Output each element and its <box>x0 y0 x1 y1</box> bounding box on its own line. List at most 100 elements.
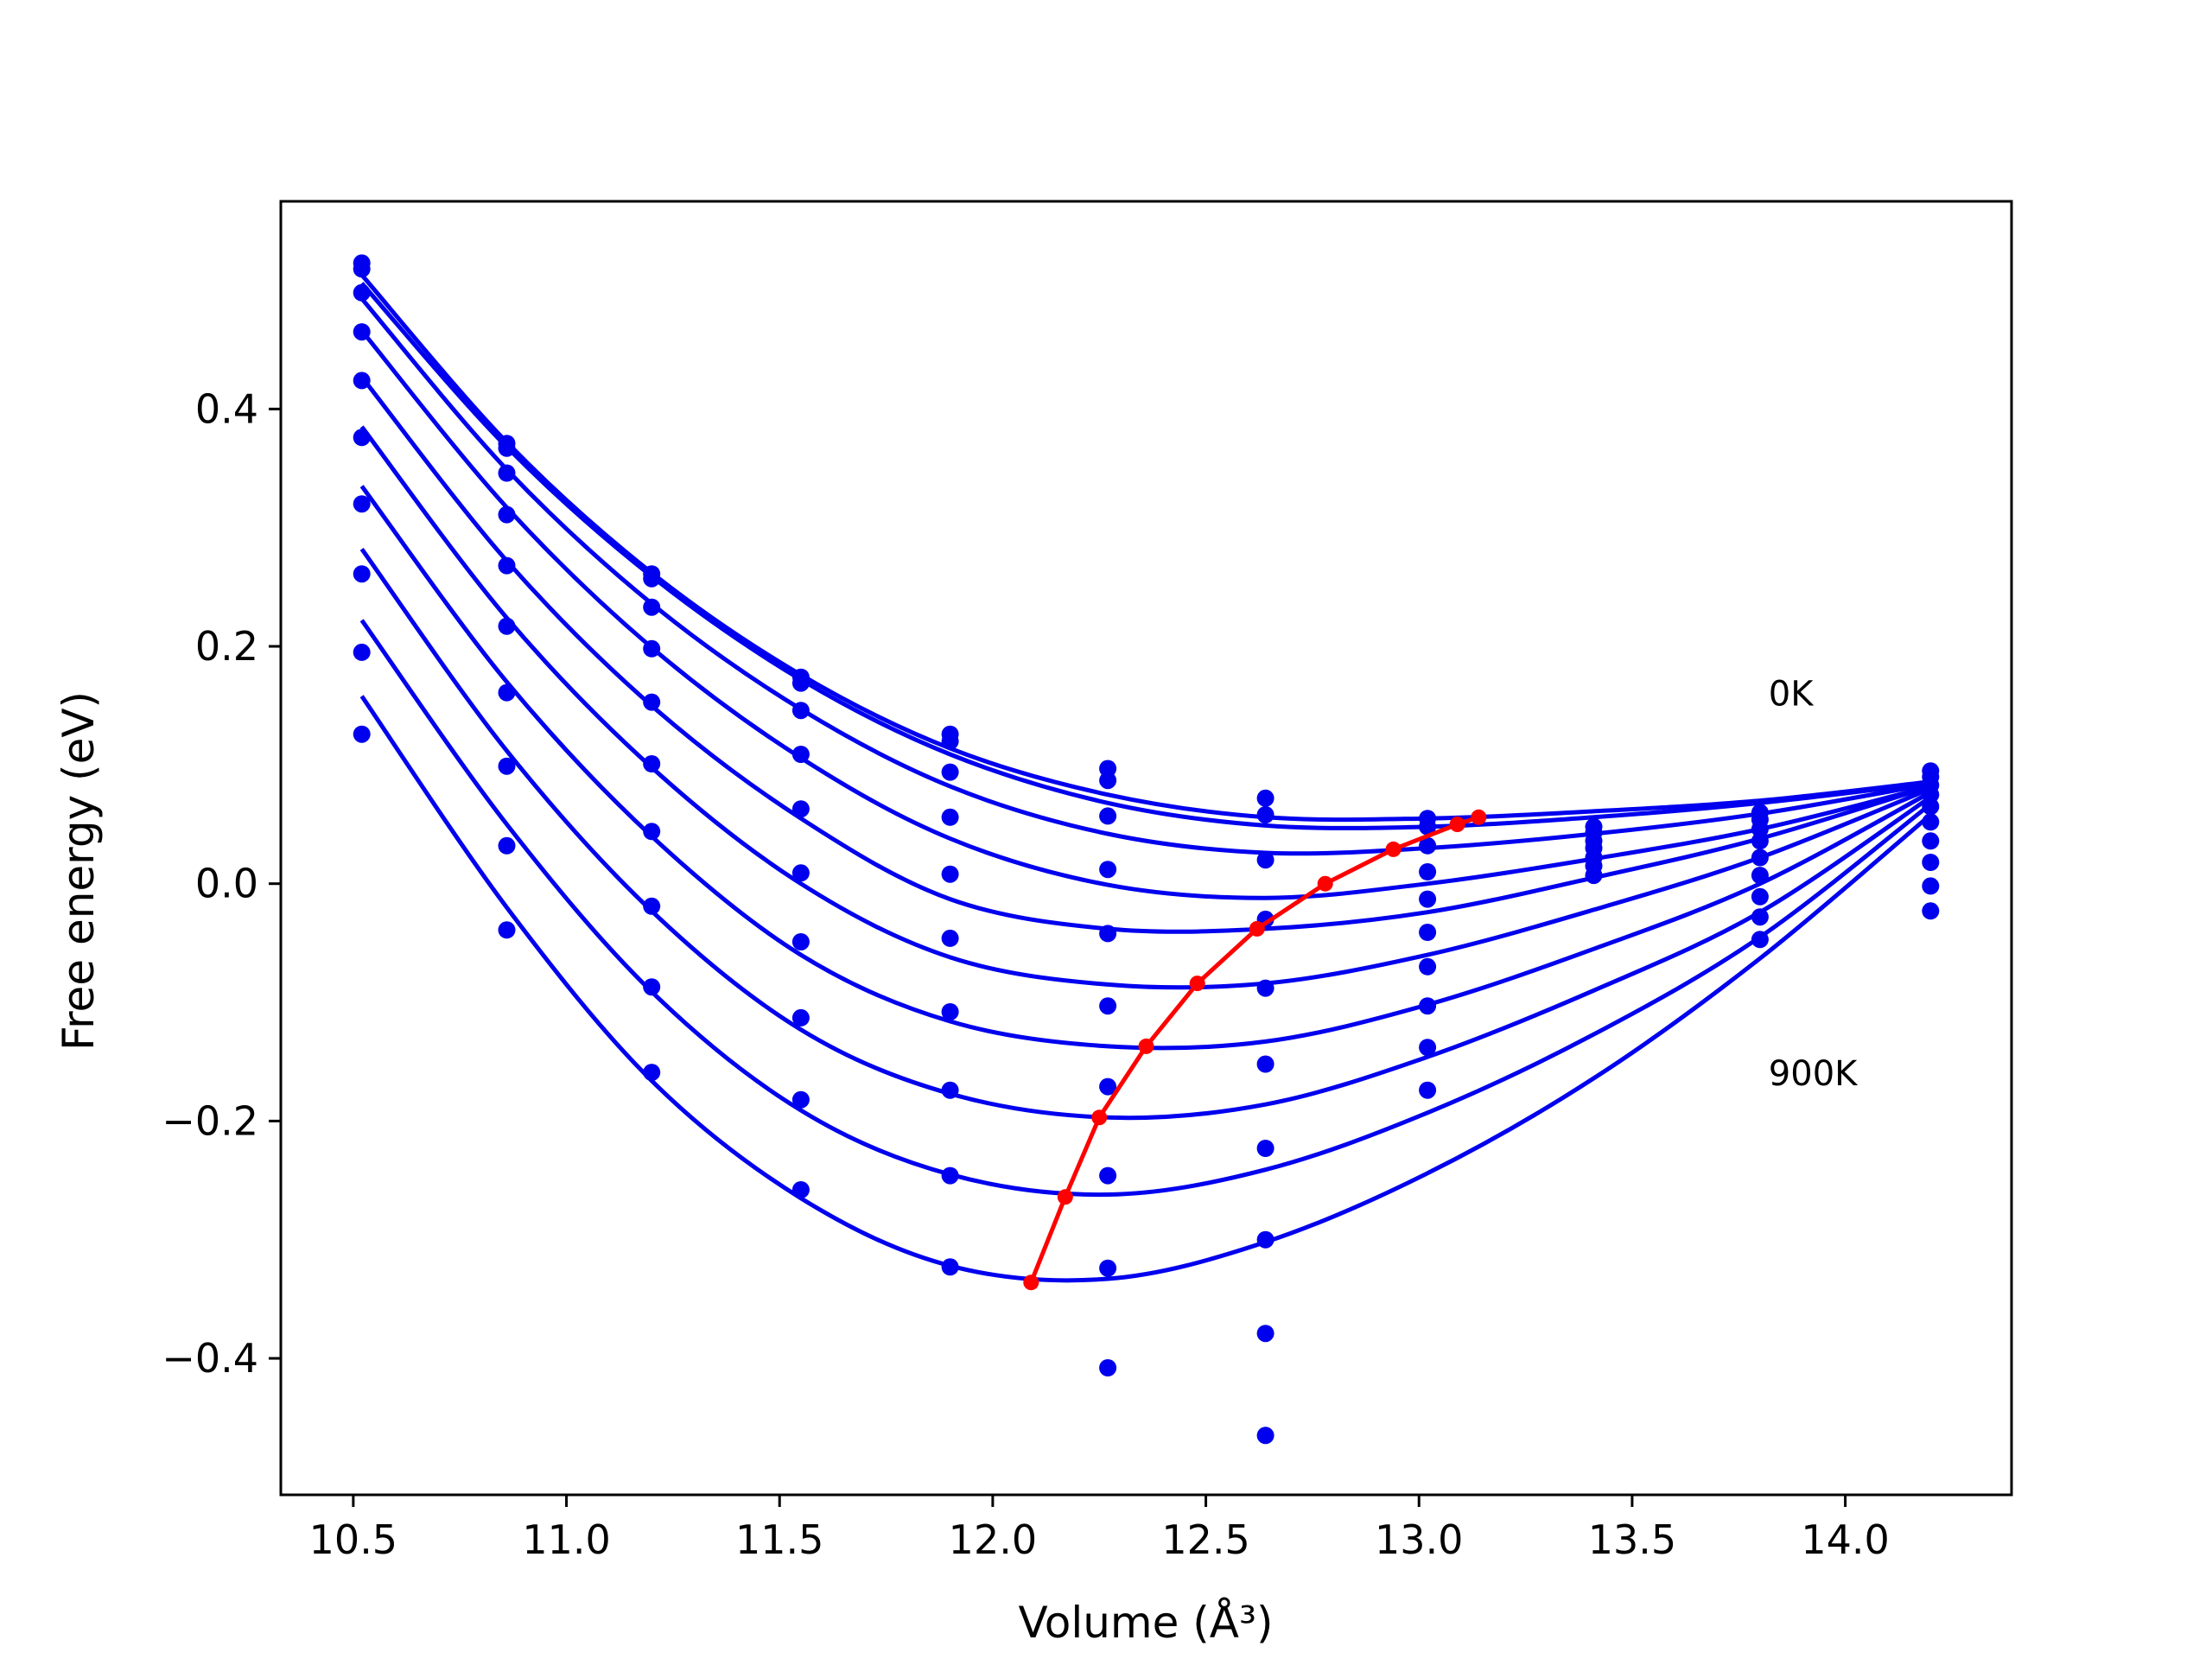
data-point-39 <box>791 1090 810 1109</box>
data-point-17 <box>498 683 516 702</box>
minimum-point-5 <box>1249 920 1265 937</box>
minimum-point-7 <box>1138 1038 1154 1054</box>
annotation-low-temperature: 0K <box>1769 675 1815 715</box>
fit-curve-6 <box>359 425 1932 990</box>
data-point-91 <box>1751 832 1769 850</box>
data-point-67 <box>1256 1140 1274 1157</box>
data-point-19 <box>498 836 516 855</box>
data-point-3 <box>353 283 371 302</box>
plot-frame <box>279 200 2013 1497</box>
fit-curve-7 <box>359 485 1932 1051</box>
x-tick-label: 11.0 <box>522 1516 610 1563</box>
data-point-104 <box>1922 854 1940 871</box>
data-point-77 <box>1419 957 1437 976</box>
fit-curve-1 <box>359 273 1931 823</box>
minimum-point-4 <box>1317 875 1333 892</box>
data-point-50 <box>941 1258 959 1276</box>
data-point-49 <box>941 1166 959 1185</box>
data-point-48 <box>941 1081 959 1099</box>
x-tick-label: 12.5 <box>1161 1516 1249 1563</box>
y-axis-label: Free energy (eV) <box>54 691 104 1051</box>
minimum-point-6 <box>1189 976 1205 992</box>
annotations: 0K 900K <box>1769 675 1859 1094</box>
data-point-69 <box>1256 1325 1274 1343</box>
fit-curve-3 <box>359 296 1931 856</box>
data-point-79 <box>1419 1039 1437 1057</box>
data-point-10 <box>353 725 371 743</box>
data-point-63 <box>1256 851 1274 869</box>
minimum-point-1 <box>1471 809 1487 825</box>
x-axis-label: Volume (Å³) <box>1018 1598 1273 1648</box>
data-point-33 <box>791 702 810 720</box>
data-point-45 <box>941 865 959 883</box>
fit-curve-5 <box>359 375 1932 934</box>
data-point-60 <box>1099 1359 1117 1376</box>
data-point-95 <box>1751 908 1769 926</box>
data-point-20 <box>498 921 516 939</box>
data-point-18 <box>498 757 516 775</box>
data-point-55 <box>1099 925 1117 943</box>
data-point-87 <box>1585 867 1603 885</box>
minimum-path-line <box>1028 815 1480 1284</box>
data-point-7 <box>353 495 371 513</box>
data-point-76 <box>1419 924 1437 941</box>
data-point-59 <box>1099 1259 1117 1277</box>
data-point-16 <box>498 617 516 635</box>
data-point-29 <box>643 978 661 996</box>
y-tick-label: −0.2 <box>162 1097 258 1144</box>
data-point-4 <box>353 323 371 341</box>
data-point-90 <box>1751 820 1769 838</box>
data-point-8 <box>353 565 371 583</box>
data-point-57 <box>1099 1077 1117 1096</box>
data-point-42 <box>941 732 959 750</box>
data-point-78 <box>1419 997 1437 1015</box>
data-point-56 <box>1099 997 1117 1015</box>
data-point-80 <box>1419 1081 1437 1099</box>
data-point-75 <box>1419 890 1437 908</box>
data-point-5 <box>353 372 371 390</box>
data-point-2 <box>353 260 371 278</box>
data-point-96 <box>1751 931 1769 949</box>
data-point-30 <box>643 1064 661 1082</box>
data-point-24 <box>643 639 661 658</box>
data-point-46 <box>941 929 959 947</box>
data-point-106 <box>1922 902 1940 920</box>
minimum-point-10 <box>1023 1274 1039 1291</box>
data-point-44 <box>941 808 959 826</box>
data-point-101 <box>1922 798 1940 816</box>
fit-curve-10 <box>359 695 1932 1283</box>
data-point-36 <box>791 864 810 882</box>
data-point-61 <box>1256 789 1274 807</box>
data-point-23 <box>643 598 661 616</box>
x-tick-label: 13.5 <box>1588 1516 1676 1563</box>
minimum-point-2 <box>1449 817 1465 832</box>
data-point-54 <box>1099 861 1117 879</box>
fit-curve-4 <box>359 329 1931 900</box>
data-point-25 <box>643 693 661 711</box>
data-point-22 <box>643 569 661 588</box>
y-axis: −0.4 −0.2 0.0 0.2 0.4 <box>162 385 281 1382</box>
data-point-38 <box>791 1008 810 1027</box>
data-point-47 <box>941 1003 959 1020</box>
minimum-point-3 <box>1385 841 1402 857</box>
fit-curves <box>359 273 1932 1283</box>
data-point-93 <box>1751 867 1769 885</box>
x-tick-label: 13.0 <box>1375 1516 1463 1563</box>
data-point-15 <box>498 556 516 575</box>
x-tick-label: 12.0 <box>949 1516 1037 1563</box>
data-point-13 <box>498 464 516 482</box>
data-point-94 <box>1751 887 1769 906</box>
data-point-14 <box>498 505 516 524</box>
data-point-51 <box>1099 760 1117 778</box>
data-point-66 <box>1256 1055 1274 1073</box>
data-point-105 <box>1922 877 1940 895</box>
data-point-32 <box>791 674 810 692</box>
data-point-58 <box>1099 1166 1117 1185</box>
fit-curve-2 <box>359 282 1931 830</box>
x-tick-label: 14.0 <box>1801 1516 1889 1563</box>
data-point-28 <box>643 897 661 915</box>
data-point-26 <box>643 755 661 772</box>
data-point-52 <box>1099 772 1117 790</box>
x-tick-label: 11.5 <box>735 1516 823 1563</box>
